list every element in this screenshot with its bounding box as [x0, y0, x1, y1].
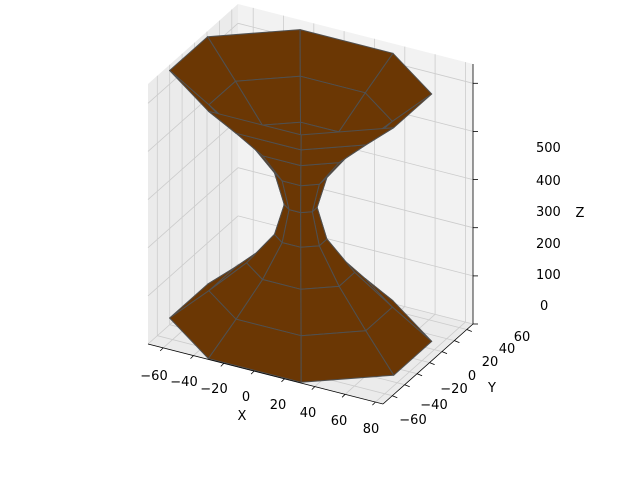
x-tick-label: 60 [331, 414, 348, 429]
x-tick-label: 40 [300, 406, 317, 421]
x-gridline [375, 321, 466, 403]
z-tick-label: 300 [536, 205, 561, 220]
y-tick-mark [429, 362, 435, 365]
y-tick-mark [416, 373, 423, 377]
x-tick-labels: −60 −40 −20 0 20 40 60 80 [140, 369, 379, 437]
x-tick-mark [220, 363, 225, 367]
x-axis-line [147, 343, 384, 405]
x-tick-mark [190, 355, 194, 359]
y-tick-label: −20 [440, 382, 467, 397]
x-tick-mark [372, 401, 376, 406]
surface-mesh [169, 29, 433, 383]
axis-lines [147, 64, 478, 406]
x-tick-mark [250, 370, 255, 375]
z-tick-label: 200 [536, 237, 561, 252]
y-tick-label: −60 [399, 413, 426, 428]
x-tick-mark [311, 386, 316, 390]
y-tick-label: −40 [420, 398, 447, 413]
x-tick-label: 80 [363, 422, 380, 437]
surface-face [300, 127, 395, 151]
x-tick-label: 0 [242, 390, 250, 405]
y-tick-mark [466, 329, 472, 332]
x-tick-mark [281, 378, 285, 383]
x-tick-mark [159, 347, 164, 352]
surface-face [300, 330, 395, 383]
z-tick-label: 500 [536, 141, 561, 156]
z-gridline [147, 215, 239, 297]
y-tick-mark [441, 351, 448, 354]
y-tick-label: 0 [468, 369, 476, 384]
y-tick-label: 20 [482, 355, 499, 370]
y-axis-line [382, 323, 474, 405]
y-tick-mark [404, 384, 410, 388]
y-tick-mark [454, 340, 460, 343]
z-tick-label: 0 [540, 299, 548, 314]
x-tick-label: −40 [170, 375, 197, 390]
z-gridline [147, 167, 239, 248]
x-tick-mark [341, 394, 346, 398]
y-tick-label: 40 [499, 342, 516, 357]
y-axis-title: Y [487, 381, 496, 396]
y-tick-labels: −60 −40 −20 0 20 40 60 [399, 330, 530, 428]
y-tick-mark [392, 395, 398, 399]
x-axis-title: X [238, 409, 247, 424]
z-tick-label: 400 [536, 174, 561, 189]
z-tick-label: 100 [536, 268, 561, 283]
x-tick-label: 20 [270, 398, 287, 413]
x-tick-label: −20 [200, 382, 227, 397]
z-tick-labels: 0 100 200 300 400 500 [536, 141, 561, 314]
x-tick-label: −60 [140, 369, 167, 384]
z-axis-title: Z [576, 206, 585, 221]
y-tick-label: 60 [514, 330, 531, 345]
z-gridline [147, 119, 239, 200]
